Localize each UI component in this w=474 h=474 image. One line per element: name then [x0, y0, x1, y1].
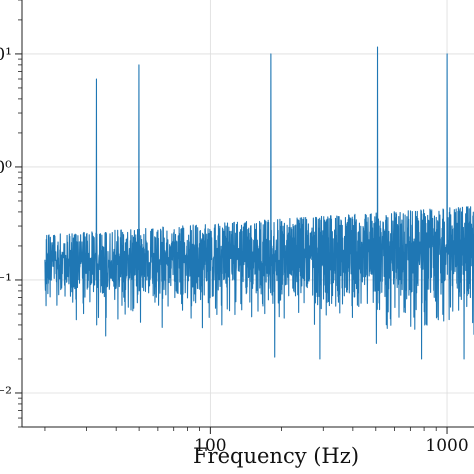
tick-marks: [15, 0, 448, 434]
y-tick-label-0: 10¹: [0, 45, 12, 65]
x-axis-label: Frequency (Hz): [193, 444, 359, 468]
tick-labels: 100 1000 10¹ 10⁰ 10⁻¹ 10⁻²: [0, 45, 469, 456]
y-tick-label-2: 10⁻¹: [0, 271, 12, 291]
x-tick-label-0: 100: [194, 436, 226, 456]
series-layer: [44, 46, 474, 360]
y-tick-label-1: 10⁰: [0, 158, 12, 178]
axes-frame: [21, 0, 474, 428]
x-tick-label-1: 1000: [425, 436, 468, 456]
grid-lines: [22, 0, 474, 427]
series-line: [44, 46, 474, 360]
y-tick-label-3: 10⁻²: [0, 384, 12, 404]
